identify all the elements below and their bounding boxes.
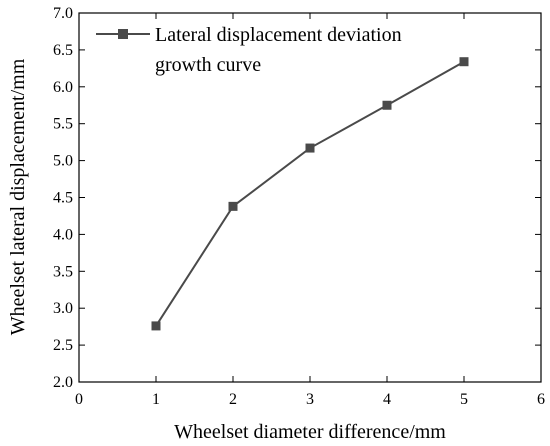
y-tick-label: 5.5 <box>53 116 73 133</box>
x-axis-ticks: 0 1 2 3 4 5 6 <box>75 13 545 408</box>
legend-label-line2: growth curve <box>155 54 261 76</box>
y-tick-label: 3.5 <box>53 263 73 280</box>
x-tick-label: 4 <box>383 391 391 408</box>
x-tick-label: 6 <box>537 391 545 408</box>
y-tick-label: 7.0 <box>53 5 73 22</box>
y-tick-label: 5.0 <box>53 153 73 170</box>
y-tick-label: 2.0 <box>53 374 73 391</box>
x-tick-label: 0 <box>75 391 83 408</box>
y-tick-label: 6.0 <box>53 79 73 96</box>
data-point <box>228 201 238 211</box>
series-line <box>155 60 465 327</box>
legend-label-line1: Lateral displacement deviation <box>155 24 402 46</box>
y-axis-title: Wheelset lateral displacement/mm <box>7 58 29 335</box>
legend: Lateral displacement deviation growth cu… <box>96 24 402 76</box>
x-tick-label: 5 <box>460 391 468 408</box>
y-tick-label: 4.5 <box>53 190 73 207</box>
x-tick-label: 2 <box>229 391 237 408</box>
data-point <box>459 57 469 67</box>
y-tick-label: 3.0 <box>53 300 73 317</box>
y-tick-label: 4.0 <box>53 226 73 243</box>
plot-frame <box>78 12 542 383</box>
x-tick-label: 3 <box>306 391 314 408</box>
series-layer <box>151 57 469 331</box>
x-axis-title: Wheelset diameter difference/mm <box>174 421 446 443</box>
data-point <box>305 143 315 153</box>
x-tick-label: 1 <box>152 391 160 408</box>
y-axis-ticks: 2.0 2.5 3.0 3.5 4.0 4.5 5.0 5.5 6.0 6.5 7.0 <box>53 5 541 391</box>
y-tick-label: 2.5 <box>53 337 73 354</box>
y-tick-label: 6.5 <box>53 42 73 59</box>
data-point <box>382 100 392 110</box>
plot-border <box>78 12 542 383</box>
legend-marker <box>118 29 128 39</box>
data-point <box>151 321 161 331</box>
